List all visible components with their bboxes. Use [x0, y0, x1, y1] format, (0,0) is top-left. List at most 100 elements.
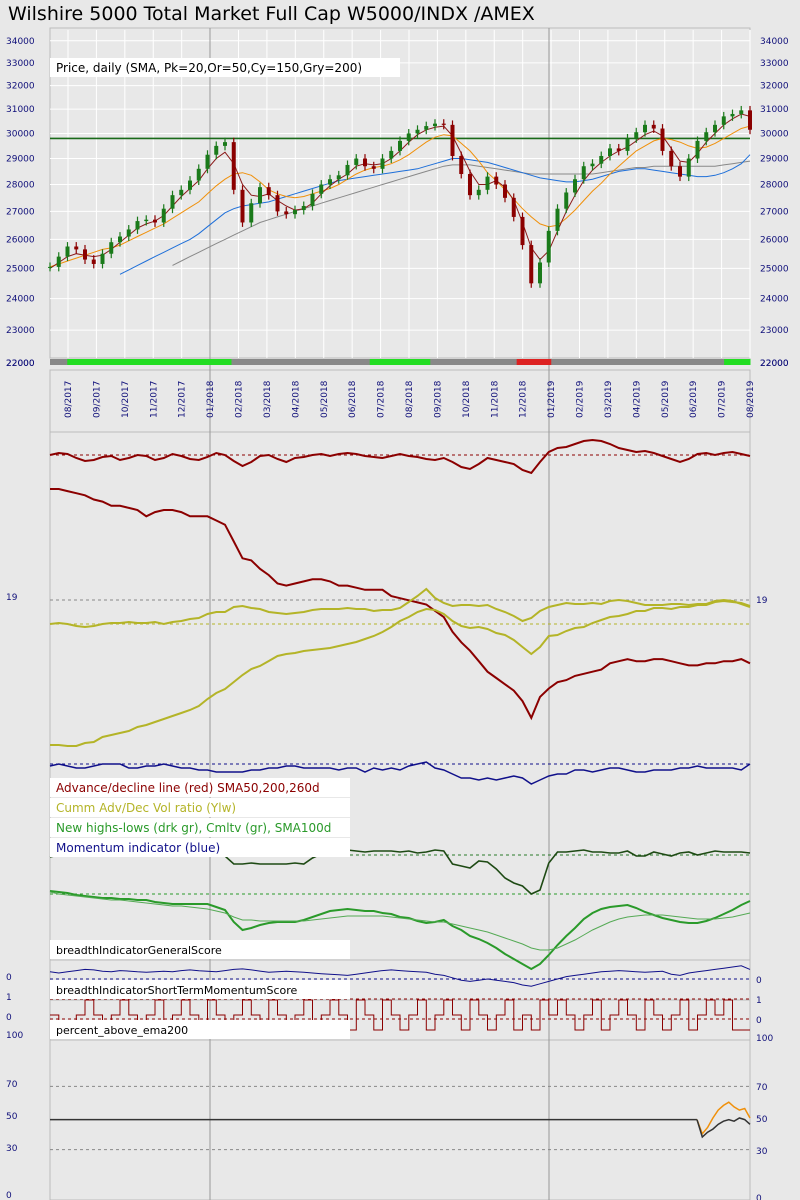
x-tick-label: 03/2019	[604, 380, 614, 418]
pct-label: percent_above_ema200	[56, 1024, 188, 1037]
price-y-tick-left: 24000	[6, 295, 35, 305]
price-candle-body	[249, 203, 254, 223]
price-candle-body	[258, 187, 262, 204]
regime-bar-segment	[732, 359, 742, 365]
breadth-legend-box	[50, 798, 350, 817]
regime-bar-segment	[153, 359, 163, 365]
regime-bar-segment	[421, 359, 431, 365]
general-score-y-tick: 0	[756, 976, 762, 986]
price-candle-body	[625, 138, 630, 151]
x-tick-label: 04/2019	[632, 380, 642, 418]
stm-y-tick: 0	[756, 1016, 762, 1026]
price-y-tick-right: 26000	[760, 235, 789, 245]
price-y-tick-left: 26000	[6, 235, 35, 245]
momentum-line	[49, 761, 751, 785]
price-y-tick-right: 22000	[760, 359, 789, 369]
price-candle-body	[293, 210, 297, 215]
price-candle-body	[100, 253, 105, 264]
regime-bar-segment	[274, 359, 284, 365]
price-candle-body	[441, 123, 446, 125]
price-candle-body	[564, 192, 569, 209]
price-candle-body	[406, 133, 411, 141]
x-tick-label: 08/2017	[64, 381, 74, 418]
regime-bar-segment	[214, 359, 224, 365]
breadth-legend-entry: Momentum indicator (blue)	[56, 841, 220, 855]
price-candle-body	[459, 155, 464, 175]
regime-bar-segment	[654, 359, 665, 365]
regime-bar-segment	[369, 359, 379, 365]
regime-bar-segment	[404, 359, 414, 365]
regime-bar-segment	[231, 359, 241, 365]
regime-bar-segment	[490, 359, 500, 365]
price-candle-body	[695, 140, 700, 159]
pct-black-line	[696, 1117, 751, 1139]
regime-bar-segment	[222, 359, 232, 365]
price-candle-body	[74, 246, 79, 250]
price-y-tick-left: 23000	[6, 326, 35, 336]
price-candle-body	[188, 180, 192, 190]
general-score-label-box	[50, 940, 350, 959]
price-candle-body	[231, 142, 236, 190]
price-y-tick-left: 34000	[6, 37, 35, 47]
pct-y-tick: 100	[756, 1034, 773, 1044]
panel-frame	[49, 369, 751, 433]
regime-bar-segment	[706, 359, 716, 365]
price-candle-body	[170, 195, 175, 209]
vol-line	[50, 599, 751, 747]
price-y-tick-right: 31000	[760, 105, 789, 115]
regime-bar-segment	[317, 359, 328, 365]
regime-bar-segment	[378, 359, 388, 365]
stm-label: breadthIndicatorShortTermMomentumScore	[56, 984, 298, 997]
price-candle-body	[161, 208, 166, 223]
price-candle-body	[476, 189, 481, 196]
regime-bar-segment	[145, 359, 155, 365]
price-candle-body	[223, 142, 227, 146]
price-candle-body	[240, 189, 245, 223]
regime-bar-segment	[205, 359, 215, 365]
general-score-line	[49, 965, 751, 987]
price-candle-body	[153, 219, 157, 223]
price-candle-body	[214, 145, 219, 155]
stm-y-tick: 1	[756, 996, 762, 1006]
price-candle-body	[538, 262, 542, 284]
x-tick-label: 07/2019	[718, 380, 728, 418]
price-candle-body	[651, 124, 656, 129]
price-y-tick-right: 25000	[760, 264, 789, 274]
regime-bar-segment	[58, 359, 68, 365]
price-candle-body	[144, 219, 149, 222]
regime-bar-segment	[309, 359, 319, 365]
pct-y-tick: 50	[6, 1112, 18, 1122]
price-candle-body	[739, 110, 744, 114]
price-candle-body	[319, 184, 324, 194]
regime-bar-segment	[240, 359, 250, 365]
regime-bar-segment	[93, 359, 103, 365]
price-candle-body	[485, 176, 490, 190]
pct-y-tick: 0	[756, 1194, 762, 1200]
ad-osc-line	[49, 438, 751, 475]
regime-bar-segment	[84, 359, 94, 365]
price-candle-body	[83, 249, 87, 260]
regime-bar-segment	[508, 359, 518, 365]
price-candle-body	[713, 124, 717, 133]
regime-bar-segment	[456, 359, 466, 365]
x-tick-label: 07/2018	[377, 380, 387, 418]
price-candle-body	[599, 155, 604, 164]
regime-bar-segment	[438, 359, 449, 365]
regime-bar-segment	[551, 359, 561, 365]
price-candle-body	[704, 132, 709, 141]
price-y-tick-right: 32000	[760, 82, 789, 92]
price-y-tick-right: 24000	[760, 295, 789, 305]
price-candle-body	[345, 164, 350, 176]
stm-label-box	[50, 980, 350, 999]
regime-bar-segment	[611, 359, 621, 365]
breadth-legend-entry: Advance/decline line (red) SMA50,200,260…	[56, 781, 320, 795]
panel-frame	[49, 27, 751, 359]
x-tick-label: 04/2018	[291, 380, 301, 418]
pct-y-tick: 100	[6, 1031, 23, 1041]
breadth-y-tick: 19	[756, 596, 768, 606]
price-candle-body	[581, 166, 586, 180]
regime-bar-segment	[170, 359, 181, 365]
price-legend-label: Price, daily (SMA, Pk=20,Or=50,Cy=150,Gr…	[56, 61, 362, 75]
regime-bar-segment	[559, 359, 570, 365]
